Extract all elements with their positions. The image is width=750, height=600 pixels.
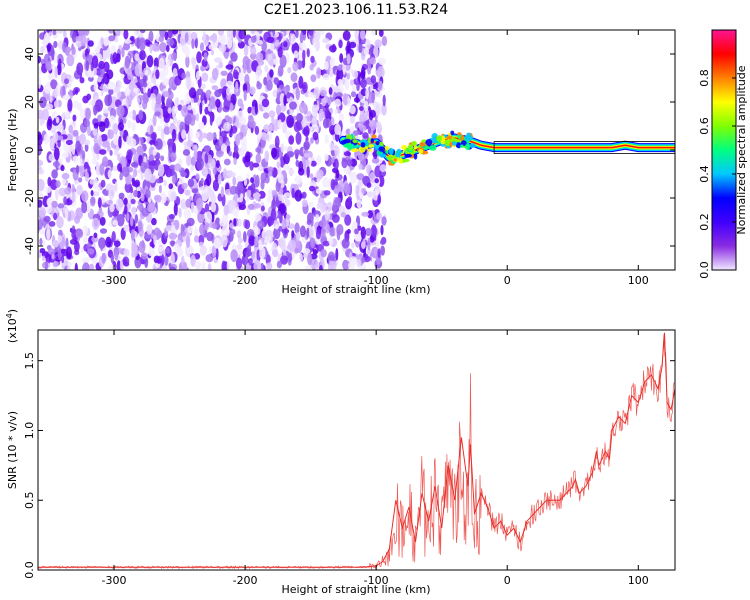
colorbar-tick-label: 0.6 (698, 117, 711, 135)
spectrogram-signal-track (338, 130, 675, 166)
colorbar: 0.0 0.2 0.4 0.6 0.8 Normalized spectral ampl… (698, 29, 748, 279)
spectrogram-noise (38, 30, 388, 270)
spectrogram-y-axis-label: Frequency (Hz) (6, 109, 19, 192)
y-tick-label: 0 (23, 147, 36, 154)
y-tick-label: 1.0 (23, 422, 36, 440)
y-tick-label: 20 (23, 95, 36, 109)
colorbar-tick-label: 0.0 (698, 261, 711, 279)
snr-x-ticks: -300 -200 -100 0 100 (102, 330, 649, 587)
x-tick-label: 0 (504, 574, 511, 587)
spectrogram-y-ticks: -40 -20 0 20 40 (23, 47, 675, 255)
y-tick-label: 0.0 (23, 561, 36, 579)
colorbar-tick-label: 0.8 (698, 69, 711, 87)
x-tick-label: -300 (102, 574, 127, 587)
y-tick-label: 40 (23, 47, 36, 61)
colorbar-tick-label: 0.4 (698, 165, 711, 183)
x-tick-label: -300 (102, 274, 127, 287)
snr-series-line (38, 332, 675, 568)
snr-panel: -300 -200 -100 0 100 0.0 0.5 1.0 1.5 Height of … (5, 309, 676, 596)
snr-series-detail (38, 334, 675, 570)
y-tick-label: 1.5 (23, 352, 36, 370)
colorbar-gradient (711, 29, 737, 271)
y-tick-label: -40 (23, 237, 36, 255)
y-tick-label: 0.5 (23, 491, 36, 509)
snr-x-axis-label: Height of straight line (km) (281, 583, 430, 596)
snr-y-axis-label: SNR (10 * v/v) (6, 411, 19, 489)
chart-title: C2E1.2023.106.11.53.R24 (264, 2, 448, 18)
x-tick-label: -200 (233, 274, 258, 287)
x-tick-label: 100 (628, 274, 649, 287)
x-tick-label: 0 (504, 274, 511, 287)
y-tick-label: -20 (23, 189, 36, 207)
colorbar-tick-label: 0.2 (698, 213, 711, 231)
x-tick-label: 100 (628, 574, 649, 587)
spectrogram-x-ticks: -300 -200 -100 0 100 (102, 30, 649, 287)
spectrogram-plot-area (38, 30, 675, 270)
colorbar-ticks: 0.0 0.2 0.4 0.6 0.8 (698, 69, 736, 279)
snr-y-scale-label: (x104) (5, 309, 19, 343)
x-tick-label: -100 (364, 574, 389, 587)
x-tick-label: -100 (364, 274, 389, 287)
spectrogram-x-axis-label: Height of straight line (km) (281, 283, 430, 296)
x-tick-label: -200 (233, 574, 258, 587)
snr-y-ticks: 0.0 0.5 1.0 1.5 (23, 352, 675, 579)
colorbar-label: Normalized spectral amplitude (735, 65, 748, 234)
snr-frame (37, 329, 676, 571)
